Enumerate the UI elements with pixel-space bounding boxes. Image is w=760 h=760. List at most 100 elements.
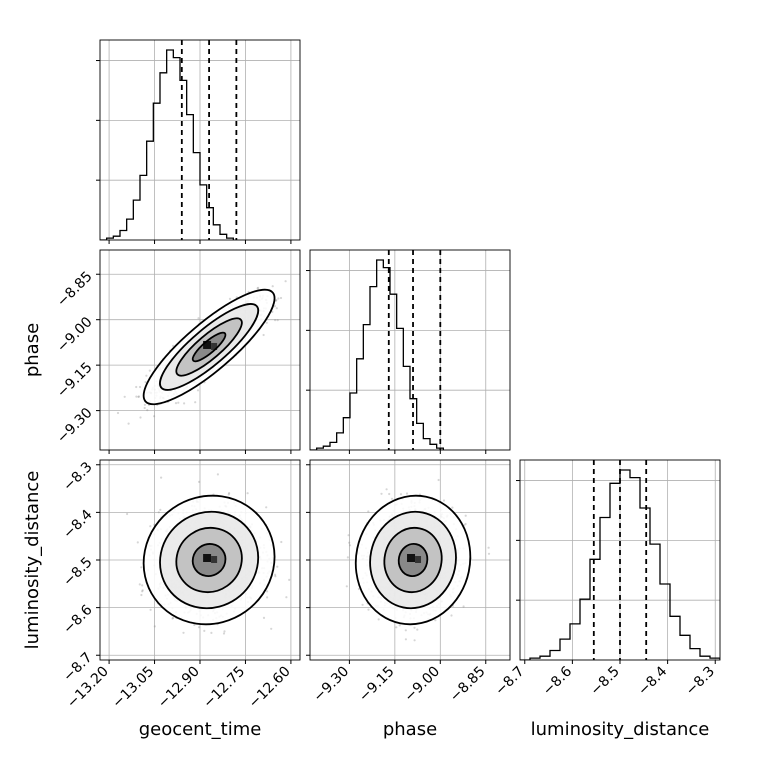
scatter-point xyxy=(285,596,288,599)
scatter-point xyxy=(138,385,142,389)
scatter-point xyxy=(246,492,249,495)
scatter-point xyxy=(194,401,197,404)
scatter-point xyxy=(197,626,201,629)
scatter-point xyxy=(451,506,454,509)
scatter-point xyxy=(146,409,149,412)
scatter-point xyxy=(222,632,226,635)
scatter-point xyxy=(367,608,370,611)
scatter-point xyxy=(141,584,144,587)
scatter-point xyxy=(380,492,383,495)
scatter-point xyxy=(274,319,277,322)
scatter-point xyxy=(277,297,280,300)
contour-line-1 xyxy=(175,317,243,377)
contour-line-0 xyxy=(191,331,227,363)
scatter-point xyxy=(413,639,416,642)
scatter-point xyxy=(262,616,266,620)
scatter-point xyxy=(140,593,143,597)
scatter-point xyxy=(388,492,391,496)
scatter-point xyxy=(140,566,143,569)
scatter-point xyxy=(348,544,352,547)
scatter-point xyxy=(361,603,364,606)
scatter-point xyxy=(284,280,287,283)
scatter-point xyxy=(183,402,186,405)
scatter-point xyxy=(135,395,138,398)
scatter-point xyxy=(266,596,269,599)
scatter-point xyxy=(404,638,407,641)
scatter-point xyxy=(434,619,437,622)
panel-0-0 xyxy=(96,39,301,244)
scatter-point xyxy=(265,506,268,509)
scatter-point xyxy=(405,492,409,495)
scatter-point xyxy=(275,307,278,310)
scatter-point xyxy=(228,492,231,495)
scatter-point xyxy=(171,617,174,620)
scatter-point xyxy=(348,541,351,544)
scatter-point xyxy=(437,478,440,482)
contour-line-0 xyxy=(191,543,227,577)
scatter-point xyxy=(136,541,139,544)
scatter-point xyxy=(197,317,200,320)
histogram-step-geocent_time xyxy=(100,49,234,240)
scatter-point xyxy=(288,578,291,582)
scatter-point xyxy=(273,305,276,308)
scatter-point xyxy=(266,590,269,593)
scatter-point xyxy=(367,510,370,513)
scatter-point xyxy=(464,514,467,517)
scatter-point xyxy=(182,631,185,634)
scatter-point xyxy=(262,333,265,337)
contour-line-2 xyxy=(159,510,260,610)
scatter-point xyxy=(487,546,490,549)
scatter-point xyxy=(174,402,178,405)
scatter-point xyxy=(227,493,230,496)
scatter-point xyxy=(256,287,259,290)
contour-line-3 xyxy=(142,288,276,406)
panel-content xyxy=(100,250,300,450)
scatter-point xyxy=(116,411,120,415)
scatter-point xyxy=(377,618,380,621)
scatter-point xyxy=(312,576,314,578)
scatter-point xyxy=(275,298,278,302)
histogram-step-phase xyxy=(310,259,444,450)
scatter-point xyxy=(399,493,403,496)
scatter-point xyxy=(276,565,279,568)
scatter-point xyxy=(153,625,156,628)
scatter-point xyxy=(145,374,148,377)
panel-frame xyxy=(309,249,511,451)
scatter-point xyxy=(265,321,268,324)
scatter-point xyxy=(416,628,419,631)
panel-2-0 xyxy=(96,459,314,664)
scatter-point xyxy=(280,540,283,544)
scatter-point xyxy=(390,497,394,500)
scatter-point xyxy=(193,623,196,627)
scatter-point xyxy=(257,286,260,289)
panel-1-0 xyxy=(96,249,301,454)
scatter-point xyxy=(138,583,141,586)
scatter-point xyxy=(274,573,277,576)
scatter-point xyxy=(160,476,163,479)
density-peak-block xyxy=(211,342,218,350)
scatter-point xyxy=(159,508,162,511)
scatter-point xyxy=(139,416,142,419)
panel-content xyxy=(310,250,510,450)
panel-2-1 xyxy=(306,459,511,664)
scatter-point xyxy=(172,344,175,347)
scatter-point xyxy=(126,512,129,516)
scatter-point xyxy=(385,488,388,491)
scatter-point xyxy=(141,589,144,592)
scatter-point xyxy=(196,389,200,392)
scatter-point xyxy=(210,631,213,635)
scatter-point xyxy=(203,629,206,633)
scatter-point xyxy=(216,473,219,476)
scatter-point xyxy=(177,401,180,404)
scatter-point xyxy=(198,480,201,483)
panel-content xyxy=(100,40,300,240)
scatter-point xyxy=(279,296,283,300)
density-peak-block xyxy=(203,340,212,349)
scatter-point xyxy=(143,406,146,410)
scatter-point xyxy=(148,369,151,372)
contour-line-1 xyxy=(175,526,243,594)
scatter-point xyxy=(398,624,401,627)
density-peak-block xyxy=(203,554,212,562)
scatter-point xyxy=(464,522,467,526)
